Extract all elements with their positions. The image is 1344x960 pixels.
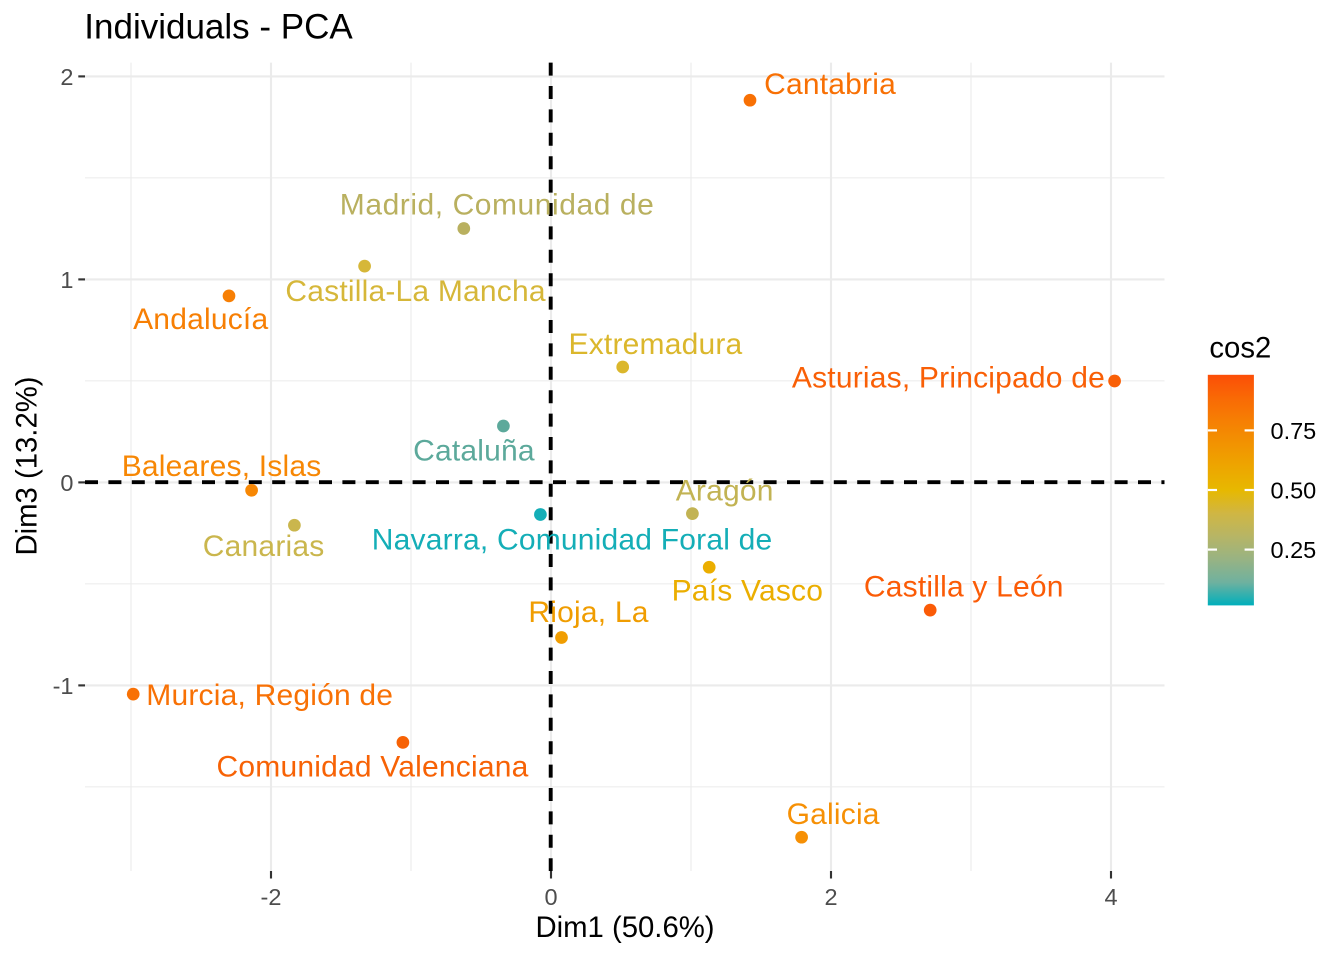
- svg-text:0.50: 0.50: [1271, 477, 1317, 503]
- svg-text:Canarias: Canarias: [203, 530, 325, 563]
- svg-text:Madrid, Comunidad de: Madrid, Comunidad de: [340, 188, 655, 221]
- svg-text:-2: -2: [261, 884, 282, 910]
- svg-text:Castilla y León: Castilla y León: [864, 571, 1064, 604]
- svg-text:Asturias, Principado de: Asturias, Principado de: [792, 362, 1105, 395]
- svg-text:País Vasco: País Vasco: [672, 575, 824, 608]
- svg-text:Individuals - PCA: Individuals - PCA: [84, 7, 353, 46]
- svg-text:cos2: cos2: [1209, 331, 1271, 364]
- svg-text:Galicia: Galicia: [787, 798, 880, 831]
- svg-text:-1: -1: [53, 673, 74, 699]
- svg-text:0: 0: [60, 470, 73, 496]
- svg-text:Rioja, La: Rioja, La: [528, 596, 648, 629]
- svg-text:Baleares, Islas: Baleares, Islas: [122, 450, 322, 483]
- svg-text:1: 1: [60, 267, 73, 293]
- svg-text:0.75: 0.75: [1271, 418, 1317, 444]
- svg-text:Cantabria: Cantabria: [764, 68, 896, 101]
- svg-text:Andalucía: Andalucía: [133, 303, 268, 336]
- svg-text:2: 2: [60, 64, 73, 90]
- svg-text:2: 2: [824, 884, 837, 910]
- svg-text:Castilla-La Mancha: Castilla-La Mancha: [285, 275, 546, 308]
- svg-text:Murcia, Región de: Murcia, Región de: [146, 679, 393, 712]
- svg-text:0.25: 0.25: [1271, 537, 1317, 563]
- svg-text:Extremadura: Extremadura: [569, 328, 743, 361]
- svg-text:Navarra, Comunidad Foral de: Navarra, Comunidad Foral de: [372, 524, 773, 557]
- svg-text:0: 0: [544, 884, 557, 910]
- svg-text:Dim3 (13.2%): Dim3 (13.2%): [11, 376, 44, 555]
- svg-text:Comunidad Valenciana: Comunidad Valenciana: [217, 751, 529, 784]
- svg-text:Aragón: Aragón: [676, 475, 774, 508]
- svg-text:Cataluña: Cataluña: [413, 435, 535, 468]
- svg-text:4: 4: [1104, 884, 1117, 910]
- svg-text:Dim1 (50.6%): Dim1 (50.6%): [535, 911, 714, 944]
